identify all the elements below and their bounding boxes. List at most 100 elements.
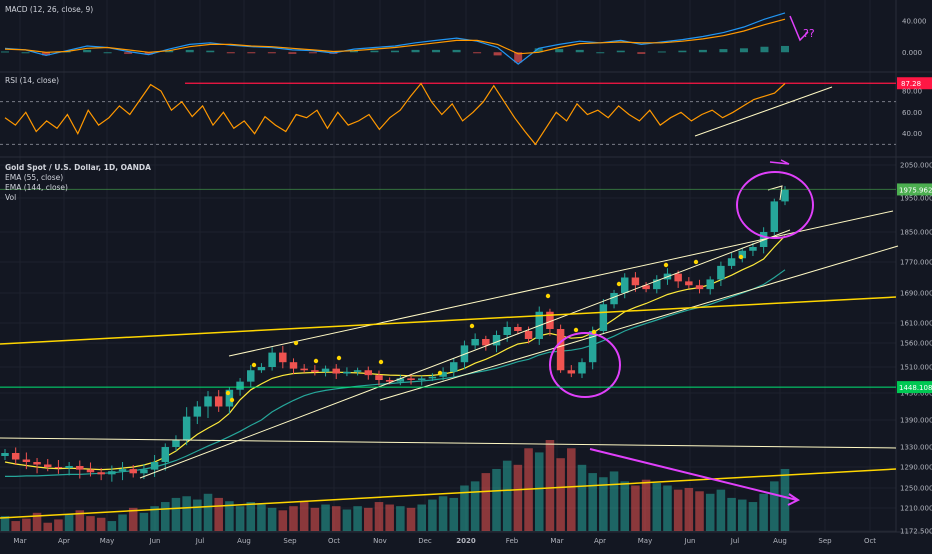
volume-bar: [695, 491, 704, 531]
candle-body[interactable]: [610, 293, 618, 305]
upper-channel-line[interactable]: [228, 210, 894, 357]
lower-channel-line[interactable]: [379, 245, 899, 401]
candle-body[interactable]: [450, 362, 458, 372]
candle-body[interactable]: [1, 453, 9, 456]
candle-body[interactable]: [738, 250, 746, 259]
candle-body[interactable]: [289, 362, 298, 369]
price-legend[interactable]: Gold Spot / U.S. Dollar, 1D, OANDA EMA (…: [5, 163, 151, 203]
candle-body[interactable]: [311, 370, 319, 372]
candle-body[interactable]: [118, 469, 127, 472]
candle-body[interactable]: [385, 380, 394, 382]
candle-body[interactable]: [471, 339, 479, 346]
candle-body[interactable]: [193, 406, 202, 417]
candle-body[interactable]: [578, 362, 586, 374]
candle-body[interactable]: [161, 447, 170, 462]
candle-body[interactable]: [567, 370, 576, 374]
rsi-legend[interactable]: RSI (14, close): [5, 76, 59, 86]
candle-body[interactable]: [674, 273, 682, 282]
candle-body[interactable]: [129, 469, 137, 474]
macd-legend[interactable]: MACD (12, 26, close, 9): [5, 5, 93, 15]
candle-body[interactable]: [332, 368, 340, 374]
macd-pane[interactable]: [1, 12, 789, 65]
candle-body[interactable]: [214, 396, 223, 407]
candle-body[interactable]: [108, 471, 116, 475]
signal-dot: [663, 262, 669, 268]
candle-body[interactable]: [514, 327, 522, 331]
candle-body[interactable]: [300, 368, 308, 371]
candle-body[interactable]: [76, 466, 84, 470]
candle-body[interactable]: [439, 371, 447, 377]
candle-body[interactable]: [492, 335, 501, 346]
candle-body[interactable]: [482, 339, 490, 346]
candle-body[interactable]: [727, 258, 736, 266]
projection-triangle[interactable]: [767, 185, 783, 201]
candle-body[interactable]: [236, 381, 244, 390]
candle-body[interactable]: [396, 378, 405, 382]
yellow-trendline-upper[interactable]: [0, 296, 897, 345]
x-tick-label: Jul: [195, 537, 205, 545]
candle-body[interactable]: [44, 464, 52, 468]
macd-histogram-bar: [493, 52, 502, 56]
macd-arrow-icon[interactable]: [789, 15, 809, 42]
candle-body[interactable]: [343, 371, 351, 374]
candle-body[interactable]: [22, 459, 31, 463]
highlight-circle-dip[interactable]: [549, 332, 621, 398]
candle-body[interactable]: [33, 462, 41, 465]
candle-body[interactable]: [86, 469, 95, 473]
candle-body[interactable]: [749, 247, 757, 251]
candle-body[interactable]: [321, 368, 330, 372]
signal-dot: [378, 359, 384, 365]
candle-body[interactable]: [781, 189, 789, 202]
candle-body[interactable]: [204, 396, 212, 407]
candle-body[interactable]: [247, 370, 255, 382]
candle-body[interactable]: [54, 467, 63, 469]
candle-body[interactable]: [364, 370, 373, 376]
candle-body[interactable]: [279, 352, 287, 363]
candle-body[interactable]: [653, 279, 661, 290]
rsi-pane[interactable]: [0, 82, 896, 146]
user-drawings[interactable]: ??: [0, 15, 899, 519]
candle-body[interactable]: [375, 375, 383, 380]
candle-body[interactable]: [268, 352, 276, 367]
candle-body[interactable]: [407, 378, 415, 380]
candle-body[interactable]: [599, 304, 608, 331]
x-tick-label: Aug: [773, 537, 787, 545]
yellow-trendline-lower[interactable]: [0, 468, 897, 519]
candle-body[interactable]: [770, 201, 779, 232]
top-arrow-icon[interactable]: [769, 159, 790, 165]
candle-body[interactable]: [225, 389, 234, 407]
candle-body[interactable]: [140, 469, 148, 474]
horizontal-resistance-line[interactable]: [0, 437, 897, 449]
candle-body[interactable]: [65, 466, 73, 469]
candle-body[interactable]: [631, 277, 640, 286]
candle-body[interactable]: [685, 281, 693, 286]
candle-body[interactable]: [620, 277, 629, 294]
volume-divergence-arrow[interactable]: [589, 448, 798, 501]
highlight-circle-top[interactable]: [736, 171, 814, 239]
candle-body[interactable]: [524, 331, 533, 339]
candle-body[interactable]: [588, 331, 597, 363]
candle-body[interactable]: [172, 440, 180, 447]
candle-body[interactable]: [556, 329, 565, 371]
candle-body[interactable]: [717, 265, 725, 280]
candle-body[interactable]: [503, 327, 511, 335]
candle-body[interactable]: [417, 378, 426, 380]
candle-body[interactable]: [11, 453, 20, 460]
candle-body[interactable]: [97, 472, 105, 475]
candle-body[interactable]: [546, 311, 554, 329]
arrow-head-icon[interactable]: [787, 493, 800, 506]
candle-body[interactable]: [182, 416, 191, 441]
middle-trendline[interactable]: [139, 229, 791, 479]
candle-body[interactable]: [257, 367, 266, 371]
candles[interactable]: [1, 186, 789, 482]
candle-body[interactable]: [695, 285, 704, 290]
candle-body[interactable]: [428, 376, 437, 379]
candle-body[interactable]: [706, 279, 714, 290]
candle-body[interactable]: [642, 285, 650, 290]
candle-body[interactable]: [150, 462, 159, 470]
candle-body[interactable]: [353, 370, 362, 372]
volume-bar: [588, 473, 597, 531]
price-tick-label: 1290.000: [900, 464, 932, 472]
